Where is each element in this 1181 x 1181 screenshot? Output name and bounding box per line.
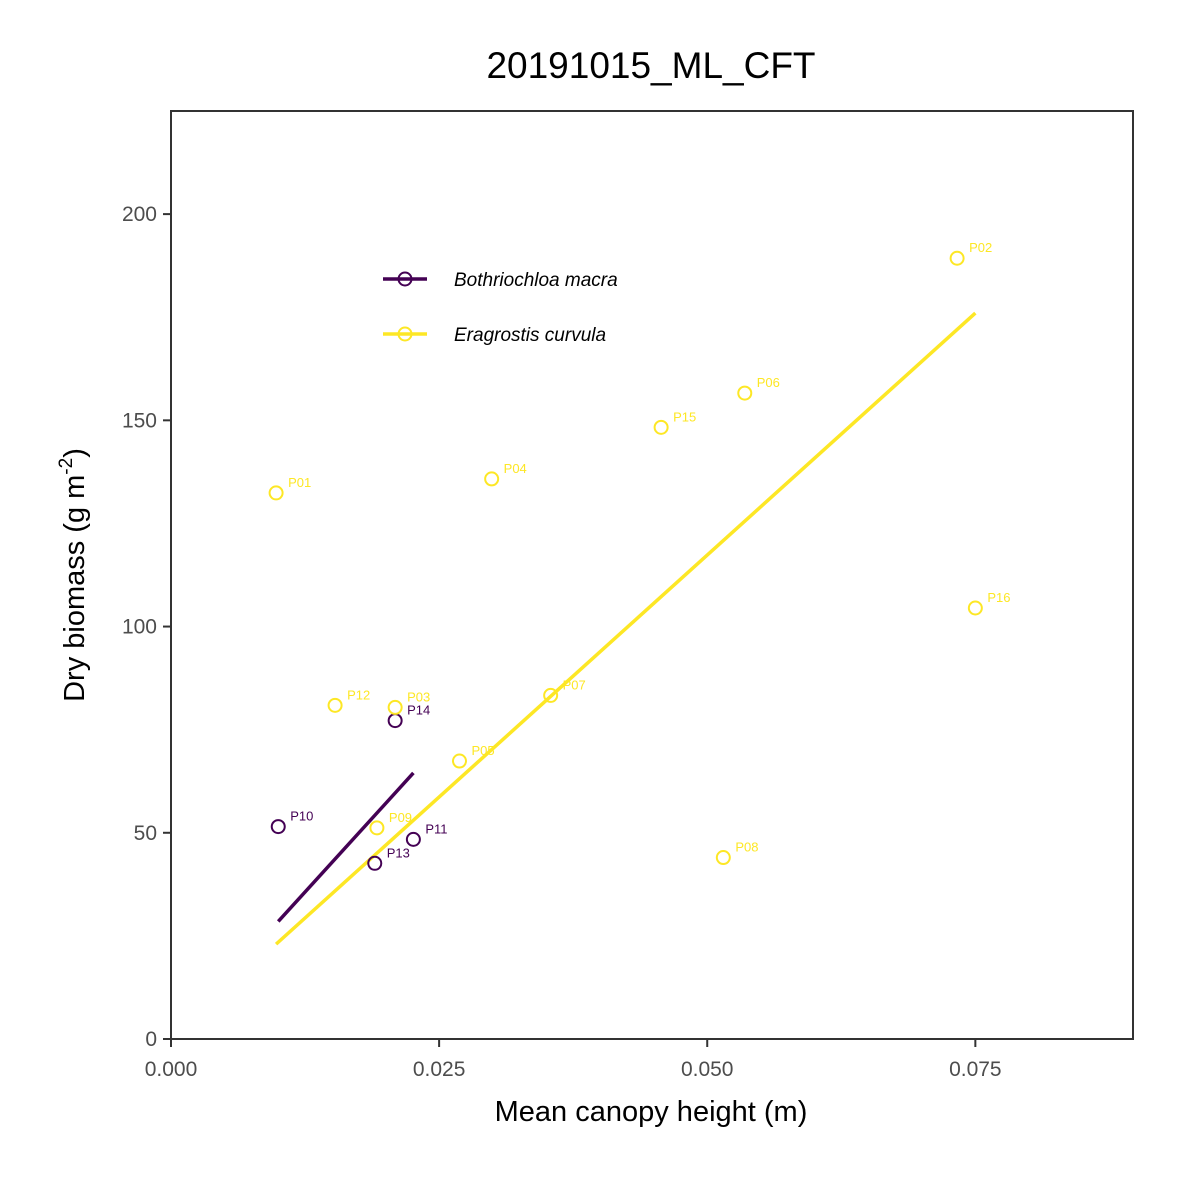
data-point bbox=[543, 687, 559, 703]
point-label: P01 bbox=[288, 475, 311, 490]
y-tick-label: 0 bbox=[145, 1028, 157, 1051]
y-tick-label: 50 bbox=[134, 822, 157, 845]
y-tick-label: 100 bbox=[122, 616, 157, 639]
point-label: P16 bbox=[987, 590, 1010, 605]
data-point bbox=[737, 385, 753, 401]
data-point bbox=[949, 250, 965, 266]
point-label: P07 bbox=[563, 677, 586, 692]
data-point bbox=[653, 419, 669, 435]
data-point bbox=[268, 485, 284, 501]
x-tick-label: 0.075 bbox=[949, 1058, 1002, 1081]
legend-label: Eragrostis curvula bbox=[454, 325, 606, 346]
data-point bbox=[715, 850, 731, 866]
point-label: P15 bbox=[673, 409, 696, 424]
point-labels: P10 P11 P13 P14 P01 P02 P03 P04 P05 P06 P07 P08 P09 P… bbox=[288, 240, 1010, 860]
x-tick-label: 0.050 bbox=[681, 1058, 734, 1081]
point-label: P12 bbox=[347, 687, 370, 702]
data-point bbox=[270, 819, 286, 835]
data-point bbox=[387, 699, 403, 715]
legend-label: Bothriochloa macra bbox=[454, 270, 618, 291]
point-label: P06 bbox=[757, 375, 780, 390]
legend: Bothriochloa macra Eragrostis curvula bbox=[383, 270, 618, 346]
data-point bbox=[327, 697, 343, 713]
data-point bbox=[451, 753, 467, 769]
y-axis-title: Dry biomass (g m-2) bbox=[56, 448, 91, 702]
data-points bbox=[268, 250, 983, 871]
y-tick-label: 200 bbox=[122, 203, 157, 226]
x-tick-label: 0.000 bbox=[145, 1058, 198, 1081]
data-point bbox=[405, 831, 421, 847]
plot-panel-border bbox=[170, 110, 1134, 1040]
fit-lines bbox=[274, 311, 977, 946]
y-axis: 0 50 100 150 200 bbox=[122, 203, 171, 1051]
x-axis: 0.000 0.025 0.050 0.075 bbox=[145, 1039, 1002, 1081]
point-label: P14 bbox=[407, 703, 430, 718]
point-label: P11 bbox=[425, 821, 447, 836]
point-label: P04 bbox=[504, 461, 527, 476]
point-label: P09 bbox=[389, 810, 412, 825]
x-axis-title: Mean canopy height (m) bbox=[495, 1096, 808, 1128]
data-point bbox=[367, 855, 383, 871]
point-label: P05 bbox=[471, 743, 494, 758]
y-axis-title-close: ) bbox=[59, 448, 91, 458]
y-tick-label: 150 bbox=[122, 409, 157, 432]
legend-key-point bbox=[397, 326, 413, 342]
x-tick-label: 0.025 bbox=[413, 1058, 466, 1081]
chart-title: 20191015_ML_CFT bbox=[486, 45, 815, 86]
data-point bbox=[369, 820, 385, 836]
point-label: P13 bbox=[387, 845, 410, 860]
fit-line-series-0 bbox=[276, 771, 415, 923]
legend-key-point bbox=[397, 271, 413, 287]
y-axis-title-superscript: -2 bbox=[56, 458, 77, 475]
point-label: P02 bbox=[969, 240, 992, 255]
y-axis-title-main: Dry biomass (g m bbox=[59, 475, 91, 702]
point-label: P10 bbox=[290, 809, 313, 824]
data-point bbox=[484, 471, 500, 487]
point-label: P08 bbox=[735, 840, 758, 855]
data-point bbox=[967, 600, 983, 616]
point-label: P03 bbox=[407, 689, 430, 704]
fit-line-series-1 bbox=[274, 311, 977, 946]
